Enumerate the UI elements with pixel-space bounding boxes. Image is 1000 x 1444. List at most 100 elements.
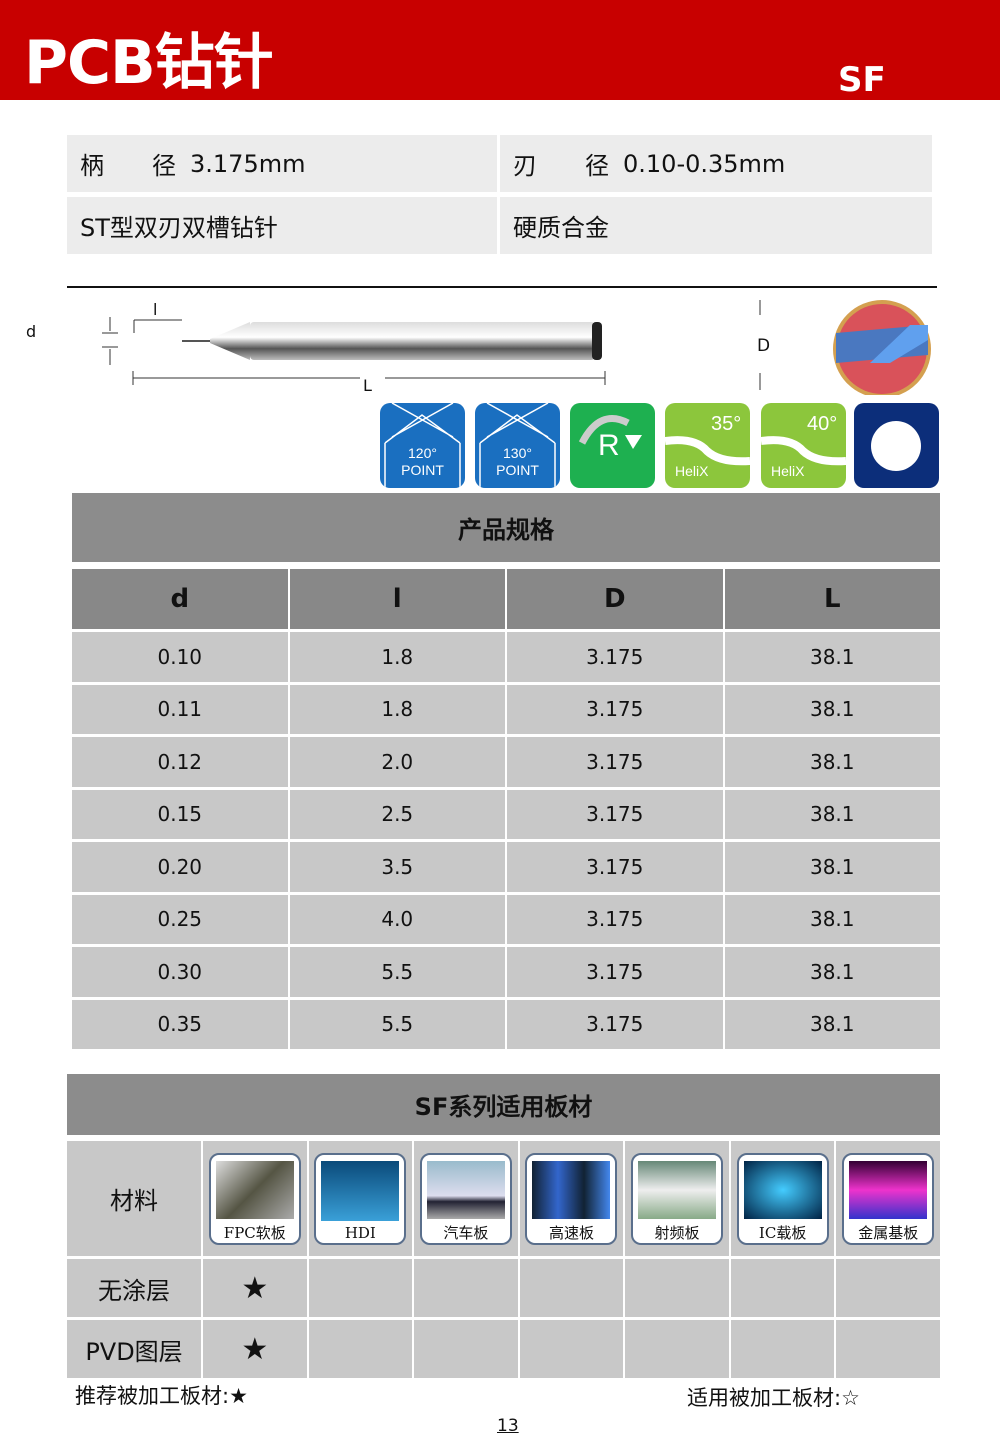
table-row: 0.25 4.0 3.175 38.1: [72, 894, 940, 944]
coating-mark: [308, 1320, 413, 1378]
table-row: 0.15 2.5 3.175 38.1: [72, 789, 940, 839]
coating-mark: [836, 1259, 940, 1317]
table-cell: 2.0: [289, 737, 505, 787]
table-cell: 38.1: [724, 684, 940, 734]
col-d: d: [72, 569, 288, 629]
radius-icon: R: [570, 403, 655, 488]
coating-mark: [625, 1320, 729, 1378]
label: 刃 径: [513, 152, 609, 180]
l-label: l: [153, 300, 158, 319]
material-cell: IC载板: [730, 1141, 835, 1256]
table-cell: 0.15: [72, 789, 288, 839]
material-image: [426, 1160, 505, 1219]
header-bar: [0, 0, 1000, 100]
material-cell: 射频板: [625, 1141, 729, 1256]
coating-mark: [836, 1320, 940, 1378]
material-image: [849, 1160, 928, 1219]
material-cell: 金属基板: [836, 1141, 940, 1256]
material-label: HDI: [344, 1223, 376, 1242]
material-card: 汽车板: [419, 1152, 512, 1245]
materials-title: SF系列适用板材: [67, 1074, 940, 1135]
table-cell: 0.35: [72, 999, 288, 1049]
drill-diagram: [102, 300, 931, 395]
table-cell: 3.175: [507, 684, 723, 734]
page-title: PCB钻针: [24, 28, 274, 98]
table-cell: 3.175: [507, 737, 723, 787]
L-label: L: [363, 376, 372, 395]
coating-mark: [625, 1259, 729, 1317]
table-cell: 0.25: [72, 894, 288, 944]
table-cell: 5.5: [289, 999, 505, 1049]
material-card: 射频板: [631, 1152, 724, 1245]
coating-label: 无涂层: [67, 1259, 201, 1317]
coating-mark: [308, 1259, 413, 1317]
table-cell: 3.175: [507, 789, 723, 839]
table-row: 0.10 1.8 3.175 38.1: [72, 632, 940, 682]
table-cell: 3.175: [507, 632, 723, 682]
table-row: 0.12 2.0 3.175 38.1: [72, 737, 940, 787]
series-label: SF: [838, 60, 886, 100]
material-label: 汽车板: [443, 1223, 489, 1242]
material-cell: HDI: [308, 1141, 413, 1256]
divider: [67, 286, 937, 288]
material-card: 高速板: [525, 1152, 618, 1245]
label: 柄 径: [80, 152, 176, 180]
spec-title: 产品规格: [72, 493, 940, 562]
material-card: FPC软板: [208, 1152, 301, 1245]
materials-row-label: 材料: [67, 1141, 201, 1256]
table-cell: 1.8: [289, 684, 505, 734]
table-cell: 0.20: [72, 842, 288, 892]
round-shank-icon: [854, 403, 939, 488]
table-cell: 3.175: [507, 947, 723, 997]
coating-mark: [414, 1320, 518, 1378]
spec-table: d l D L 0.10 1.8 3.175 38.1 0.11 1.8 3.175 38.1…: [70, 566, 942, 1052]
table-row: 0.30 5.5 3.175 38.1: [72, 947, 940, 997]
drill-material: 硬质合金: [500, 197, 932, 254]
coating-mark: [730, 1320, 835, 1378]
coating-label: PVD图层: [67, 1320, 201, 1378]
table-cell: 38.1: [724, 789, 940, 839]
value: 0.10-0.35mm: [623, 149, 786, 178]
table-cell: 38.1: [724, 737, 940, 787]
material-label: IC载板: [758, 1223, 807, 1242]
table-cell: 38.1: [724, 999, 940, 1049]
table-cell: 38.1: [724, 947, 940, 997]
table-cell: 38.1: [724, 632, 940, 682]
col-l: l: [289, 569, 505, 629]
material-cell: 高速板: [519, 1141, 624, 1256]
table-cell: 38.1: [724, 894, 940, 944]
table-cell: 4.0: [289, 894, 505, 944]
coating-mark: [730, 1259, 835, 1317]
table-cell: 3.175: [507, 842, 723, 892]
coating-mark: [414, 1259, 518, 1317]
table-cell: 3.175: [507, 894, 723, 944]
table-cell: 1.8: [289, 632, 505, 682]
material-image: [743, 1160, 822, 1219]
coating-mark: ★: [203, 1320, 307, 1378]
material-label: FPC软板: [223, 1223, 286, 1242]
material-cell: FPC软板: [203, 1141, 307, 1256]
materials-grid: 材料 FPC软板 HDI 汽车板 高速板 射频板 IC载板 金属基板无涂层 ★ PVD图层 ★: [67, 1141, 940, 1378]
table-row: 0.11 1.8 3.175 38.1: [72, 684, 940, 734]
table-cell: 38.1: [724, 842, 940, 892]
helix-35-icon: 35° HeliX: [665, 403, 750, 488]
table-cell: 2.5: [289, 789, 505, 839]
page-number: 13: [497, 1416, 519, 1436]
col-D: D: [507, 569, 723, 629]
recommended-note: 推荐被加工板材:★: [75, 1384, 248, 1408]
table-row: 0.20 3.5 3.175 38.1: [72, 842, 940, 892]
point-120-icon: 120° POINT: [380, 403, 465, 488]
point-130-icon: 130° POINT: [475, 403, 560, 488]
material-card: 金属基板: [842, 1152, 935, 1245]
coating-mark: [519, 1320, 624, 1378]
material-image: [215, 1160, 294, 1219]
drill-type: ST型双刃双槽钻针: [67, 197, 497, 254]
material-label: 高速板: [548, 1223, 594, 1242]
table-cell: 0.30: [72, 947, 288, 997]
material-card: HDI: [314, 1152, 407, 1245]
table-cell: 0.10: [72, 632, 288, 682]
material-cell: 汽车板: [414, 1141, 518, 1256]
table-row: 0.35 5.5 3.175 38.1: [72, 999, 940, 1049]
material-image: [532, 1160, 611, 1219]
coating-mark: ★: [203, 1259, 307, 1317]
